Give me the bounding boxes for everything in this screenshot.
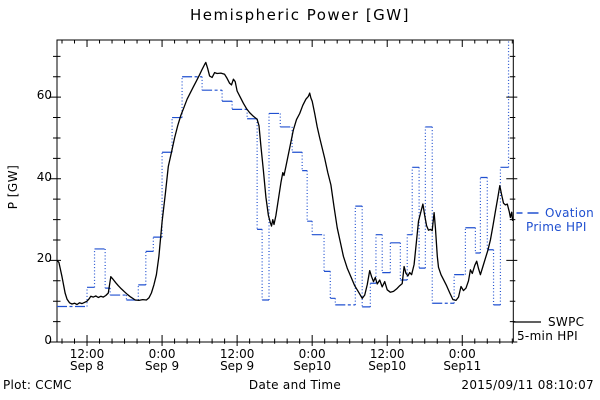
x-tick-label: 12:00 Sep10 [355,348,419,372]
chart-title: Hemispheric Power [GW] [190,6,410,24]
legend-swpc-line2: 5-min HPI [517,329,578,343]
x-tick-date: Sep11 [443,359,482,373]
x-tick-date: Sep 9 [145,359,180,373]
axis-ticks [49,40,518,346]
y-axis-label: P [GW] [6,164,20,210]
x-tick-date: Sep10 [368,359,407,373]
x-tick-label: 12:00 Sep 9 [205,348,269,372]
x-tick-label: 0:00 Sep11 [430,348,494,372]
plot-frame [56,39,514,343]
swpc-series-line [57,61,514,306]
ovation-series-connectors [86,40,510,307]
x-tick-label: 0:00 Sep10 [280,348,344,372]
x-tick-time: 12:00 [219,347,255,361]
x-tick-date: Sep 9 [220,359,255,373]
legend-ovation-line2: Prime HPI [526,220,587,234]
plot-credit: Plot: CCMC [3,378,72,392]
y-tick-label: 0 [44,333,52,347]
x-axis-label: Date and Time [248,378,342,392]
x-tick-date: Sep10 [293,359,332,373]
legend-swpc-line1: SWPC [548,315,585,329]
plot-timestamp: 2015/09/11 08:10:07 [461,378,594,392]
y-tick-label: 40 [36,169,52,184]
x-tick-date: Sep 8 [69,359,105,373]
x-tick-label: 12:00 Sep 8 [55,348,119,372]
ovation-series-steps [57,76,509,308]
x-tick-time: 0:00 [148,347,176,361]
legend-ovation-line1: Ovation [545,206,594,220]
x-tick-time: 0:00 [448,347,476,361]
x-tick-time: 12:00 [369,347,405,361]
y-tick-label: 60 [36,88,52,103]
x-tick-time: 0:00 [298,347,326,361]
x-tick-time: 12:00 [69,347,105,361]
x-tick-label: 0:00 Sep 9 [130,348,194,372]
y-tick-label: 20 [36,251,52,266]
